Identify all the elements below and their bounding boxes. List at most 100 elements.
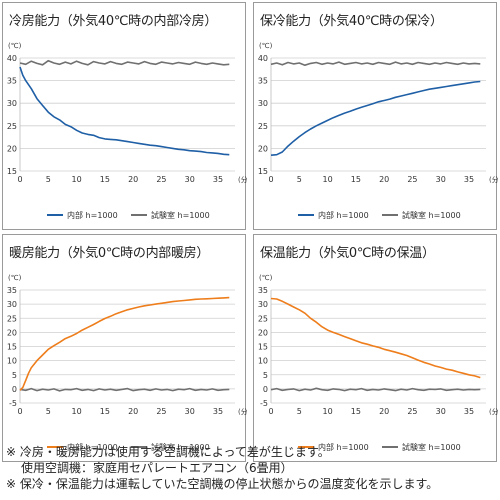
y-tick-label: 15 (258, 167, 268, 176)
series-line (19, 59, 230, 66)
y-tick-label: 15 (7, 167, 17, 176)
chart-panel-cooling: 冷房能力（外気40℃時の内部冷房） 15 20 25 30 35 40 0 5 10 15 20 25… (2, 2, 247, 230)
legend-label: 内部 h=1000 (318, 210, 369, 220)
x-tick-label: 10 (322, 175, 332, 184)
x-tick-label: 20 (128, 407, 138, 416)
legend-label: 内部 h=1000 (67, 210, 118, 220)
x-tick-label: 20 (379, 175, 389, 184)
y-axis-unit: (℃) (8, 42, 22, 50)
y-tick-label: 30 (7, 99, 17, 108)
chart-title: 保温能力（外気0℃時の保温） (260, 246, 435, 261)
x-tick-label: 20 (128, 175, 138, 184)
x-tick-label: 35 (464, 407, 474, 416)
x-tick-label: 30 (185, 407, 195, 416)
y-axis-unit: (℃) (8, 274, 22, 282)
x-tick-label: 15 (100, 407, 110, 416)
x-tick-label: 5 (46, 175, 51, 184)
line-chart: 15 20 25 30 35 40 0 5 10 15 20 25 30 35 (℃) (分) 内部 h=100… (258, 42, 498, 220)
x-tick-label: 30 (436, 175, 446, 184)
footnote: ※ 保冷・保温能力は運転していた空調機の停止状態からの温度変化を示します。 (6, 477, 439, 491)
footnote: ※ 冷房・暖房能力は使用する空調機によって差が生じます。 (6, 445, 330, 459)
x-tick-label: 35 (213, 407, 223, 416)
x-tick-label: 0 (17, 175, 22, 184)
x-tick-label: 0 (17, 407, 22, 416)
legend-label: 内部 h=1000 (67, 442, 118, 452)
series-line (270, 387, 481, 392)
x-tick-label: 15 (100, 175, 110, 184)
y-axis-unit: (℃) (259, 42, 273, 50)
y-tick-label: -5 (9, 399, 17, 408)
y-tick-label: 0 (263, 385, 268, 394)
x-tick-label: 10 (71, 175, 81, 184)
y-tick-label: 10 (7, 357, 17, 366)
x-tick-label: 15 (351, 407, 361, 416)
y-tick-label: 0 (12, 385, 17, 394)
footnotes: ※ 冷房・暖房能力は使用する空調機によって差が生じます。 使用空調機：家庭用セパ… (6, 444, 438, 492)
x-tick-label: 25 (407, 175, 417, 184)
y-tick-label: 35 (7, 286, 17, 295)
y-tick-label: 20 (258, 328, 268, 337)
x-tick-label: 15 (351, 175, 361, 184)
chart-panel-heat-retention: 保温能力（外気0℃時の保温） -5 0 5 10 15 20 25 30 35 0 5 10 15 20 2… (253, 234, 498, 462)
chart-panel-heating: 暖房能力（外気0℃時の内部暖房） -5 0 5 10 15 20 25 30 35 0 5 10 15 2… (2, 234, 247, 462)
y-tick-label: 5 (263, 371, 268, 380)
y-tick-label: 25 (7, 122, 17, 131)
y-tick-label: 40 (258, 54, 268, 63)
y-tick-label: 20 (7, 328, 17, 337)
chart-title: 暖房能力（外気0℃時の内部暖房） (9, 246, 210, 261)
y-tick-label: 25 (7, 314, 17, 323)
line-chart: 15 20 25 30 35 40 0 5 10 15 20 25 30 35 (℃) (分) 内部 h=100… (7, 42, 247, 220)
x-axis-unit: (分) (238, 407, 247, 416)
y-tick-label: 20 (258, 144, 268, 153)
y-tick-label: 20 (7, 144, 17, 153)
y-tick-label: 25 (258, 122, 268, 131)
x-tick-label: 25 (156, 175, 166, 184)
y-tick-label: -5 (260, 399, 268, 408)
x-tick-label: 5 (297, 175, 302, 184)
legend-label: 試験室 h=1000 (151, 442, 210, 452)
y-tick-label: 40 (7, 54, 17, 63)
y-axis-unit: (℃) (259, 274, 273, 282)
legend-label: 試験室 h=1000 (402, 442, 461, 452)
chart-title: 保冷能力（外気40℃時の保冷） (260, 14, 443, 29)
y-tick-label: 30 (258, 300, 268, 309)
y-tick-label: 35 (258, 286, 268, 295)
x-axis-unit: (分) (238, 175, 247, 184)
x-tick-label: 35 (213, 175, 223, 184)
y-tick-label: 15 (7, 343, 17, 352)
series-line (270, 61, 481, 67)
x-tick-label: 10 (322, 407, 332, 416)
x-tick-label: 0 (268, 175, 273, 184)
x-tick-label: 30 (436, 407, 446, 416)
legend-label: 内部 h=1000 (318, 442, 369, 452)
footnote: 使用空調機：家庭用セパレートエアコン（6畳用） (21, 461, 293, 475)
y-tick-label: 10 (258, 357, 268, 366)
x-axis-unit: (分) (489, 175, 498, 184)
y-tick-label: 15 (258, 343, 268, 352)
chart-title: 冷房能力（外気40℃時の内部冷房） (9, 14, 218, 29)
x-tick-label: 30 (185, 175, 195, 184)
series-line (270, 297, 481, 379)
chart-panel-cold-retention: 保冷能力（外気40℃時の保冷） 15 20 25 30 35 40 0 5 10 15 20 25 30… (253, 2, 498, 230)
y-tick-label: 35 (7, 77, 17, 86)
y-tick-label: 25 (258, 314, 268, 323)
x-tick-label: 5 (297, 407, 302, 416)
y-tick-label: 30 (7, 300, 17, 309)
y-tick-label: 5 (12, 371, 17, 380)
x-tick-label: 10 (71, 407, 81, 416)
series-line (19, 296, 230, 391)
x-tick-label: 5 (46, 407, 51, 416)
series-line (19, 66, 230, 156)
x-tick-label: 25 (407, 407, 417, 416)
x-tick-label: 25 (156, 407, 166, 416)
x-tick-label: 35 (464, 175, 474, 184)
x-tick-label: 20 (379, 407, 389, 416)
legend-label: 試験室 h=1000 (151, 210, 210, 220)
legend-label: 試験室 h=1000 (402, 210, 461, 220)
y-tick-label: 30 (258, 99, 268, 108)
x-tick-label: 0 (268, 407, 273, 416)
series-line (19, 387, 230, 392)
series-line (270, 80, 481, 156)
